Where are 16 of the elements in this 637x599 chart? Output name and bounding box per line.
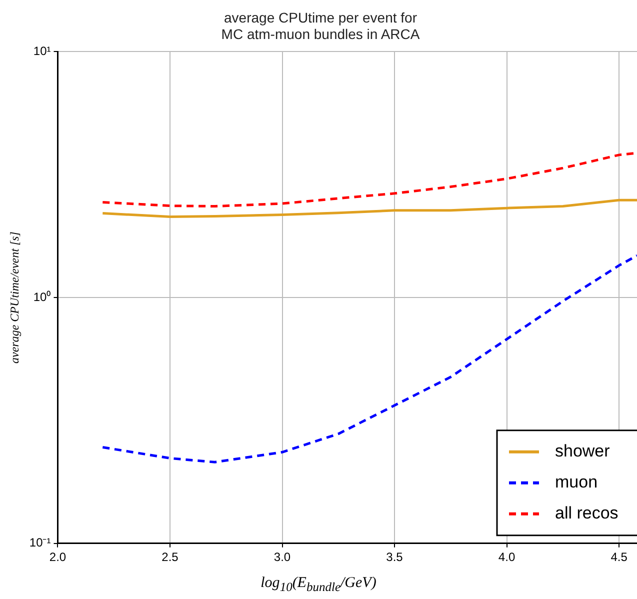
y-axis-title: average CPUtime/event [s] bbox=[7, 231, 22, 364]
x-tick-label: 4.5 bbox=[610, 550, 628, 564]
y-tick-label: 10¹ bbox=[33, 44, 51, 58]
y-tick-label: 10⁰ bbox=[33, 290, 51, 304]
x-tick-label: 2.0 bbox=[49, 550, 66, 564]
x-axis-title: log$_{10}$(E$_{bundle}$/GeV) bbox=[260, 575, 378, 595]
legend-label: muon bbox=[555, 472, 598, 492]
legend-label: shower bbox=[555, 442, 610, 461]
legend-label: all recos bbox=[555, 504, 618, 523]
y-tick-label: 10⁻¹ bbox=[29, 536, 51, 550]
x-tick-label: 3.5 bbox=[386, 550, 404, 564]
line-series bbox=[101, 254, 637, 464]
x-tick-label: 4.0 bbox=[498, 550, 516, 564]
x-tick-label: 2.5 bbox=[162, 550, 179, 564]
x-tick-label: 3.0 bbox=[274, 550, 291, 564]
chart-title: average CPUtime per event for MC atm-muon bundles in ARCA bbox=[221, 9, 420, 42]
